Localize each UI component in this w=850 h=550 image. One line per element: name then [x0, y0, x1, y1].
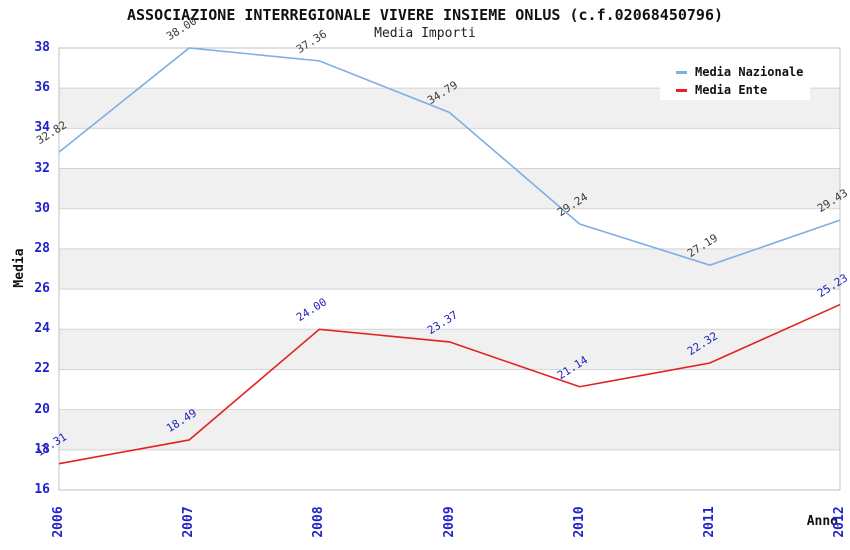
y-tick-label: 28	[34, 240, 50, 256]
y-tick-label: 30	[34, 200, 50, 216]
grid-band	[59, 248, 840, 290]
plot-border	[58, 47, 841, 491]
legend: Media Nazionale Media Ente	[660, 56, 810, 100]
y-tick-label: 38	[34, 40, 50, 55]
y-tick-label: 26	[34, 281, 50, 297]
x-tick-label: 2009	[441, 506, 457, 538]
legend-item-media-ente: Media Ente	[660, 81, 810, 99]
x-tick-label: 2012	[832, 506, 847, 538]
y-tick-label: 36	[34, 80, 50, 96]
x-tick-label: 2010	[571, 506, 587, 538]
grid-band	[59, 369, 840, 410]
chart-subtitle: Media Importi	[374, 26, 476, 41]
legend-swatch-1	[676, 88, 687, 92]
y-tick-label: 18	[34, 441, 50, 457]
y-tick-label: 16	[34, 482, 50, 497]
series-line-media-nazionale	[58, 47, 841, 267]
grid-band	[59, 208, 840, 249]
grid-band	[59, 168, 840, 209]
chart-title: ASSOCIAZIONE INTERREGIONALE VIVERE INSIE…	[126, 6, 724, 24]
legend-label: Media Ente	[695, 83, 768, 97]
legend-label: Media Nazionale	[695, 65, 804, 79]
y-tick-label: 20	[34, 401, 50, 417]
x-tick-label: 2008	[311, 506, 327, 538]
x-tick-label: 2011	[701, 506, 717, 538]
y-tick-label: 32	[34, 160, 50, 176]
grid-band	[59, 409, 840, 450]
y-tick-label: 34	[34, 120, 50, 136]
legend-swatch-0	[676, 70, 687, 74]
grid-band	[59, 289, 840, 330]
x-axis-title: Anno	[806, 514, 838, 529]
grid-band	[59, 128, 840, 169]
grid-band	[59, 329, 840, 370]
y-tick-label: 24	[34, 321, 50, 337]
x-tick-label: 2007	[181, 506, 197, 538]
legend-item-media-nazionale: Media Nazionale	[660, 63, 810, 81]
grid-band	[59, 449, 840, 490]
series-line-media-ente	[58, 303, 841, 465]
y-tick-label: 22	[34, 361, 50, 377]
x-tick-label: 2006	[51, 506, 66, 538]
